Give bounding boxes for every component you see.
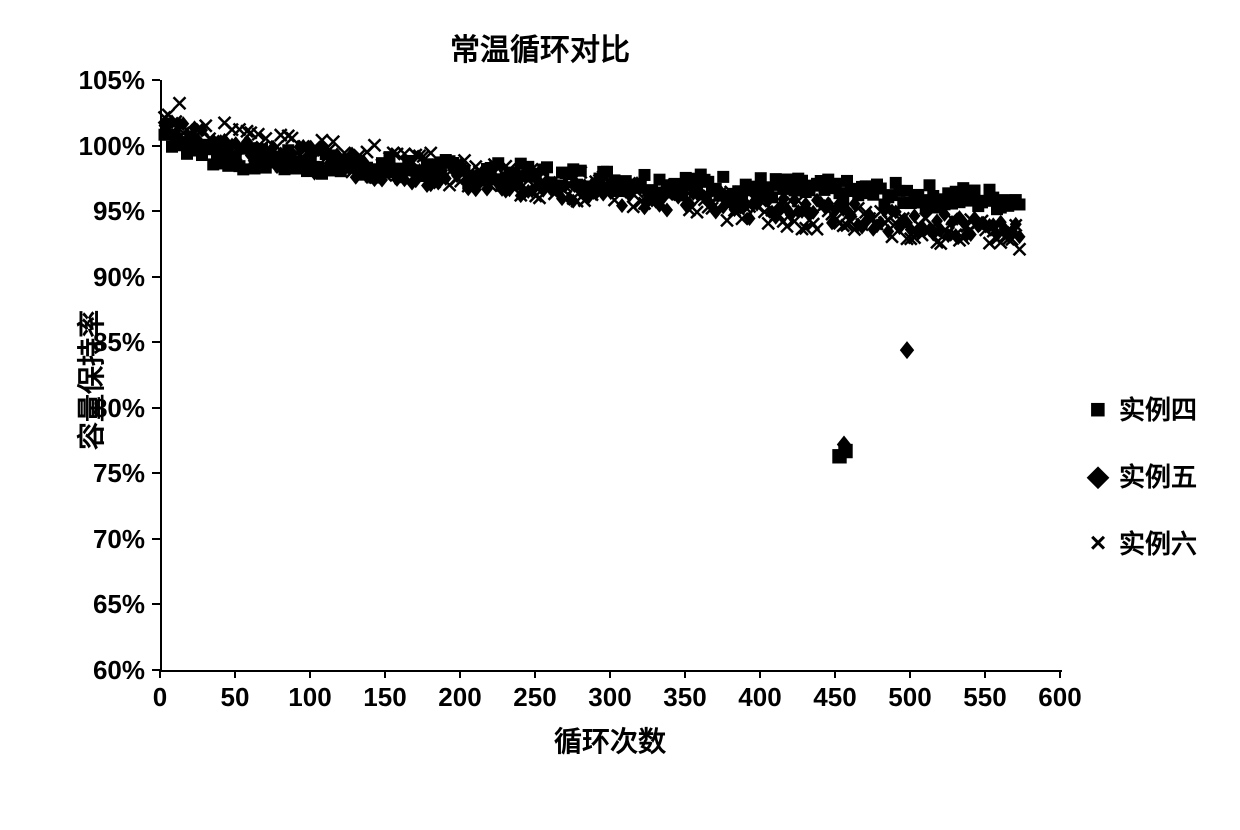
y-tick-mark [152,79,160,81]
y-tick-mark [152,603,160,605]
legend-item: ■实例四 [1085,390,1197,427]
data-point-outlier [900,341,914,359]
x-tick-mark [984,670,986,678]
x-tick-mark [384,670,386,678]
x-tick-mark [909,670,911,678]
y-tick-label: 95% [65,196,145,227]
y-tick-label: 75% [65,458,145,489]
x-tick-label: 500 [880,682,940,713]
legend-label: 实例四 [1119,390,1197,427]
legend-label: 实例六 [1119,524,1197,561]
legend-item: ◆实例五 [1085,457,1197,494]
data-point [1014,198,1026,210]
x-tick-label: 250 [505,682,565,713]
data-point [811,223,823,235]
square-icon: ■ [1085,393,1111,425]
data-point [237,163,249,175]
x-tick-mark [534,670,536,678]
x-tick-label: 400 [730,682,790,713]
y-tick-label: 80% [65,393,145,424]
y-tick-label: 90% [65,262,145,293]
diamond-icon: ◆ [1085,459,1111,492]
x-tick-label: 50 [205,682,265,713]
y-tick-mark [152,407,160,409]
y-tick-label: 70% [65,524,145,555]
x-tick-mark [834,670,836,678]
x-tick-label: 0 [130,682,190,713]
x-tick-label: 550 [955,682,1015,713]
y-tick-mark [152,341,160,343]
x-tick-mark [459,670,461,678]
y-tick-mark [152,145,160,147]
data-point [639,169,651,181]
legend-label: 实例五 [1119,457,1197,494]
data-point [174,97,186,109]
data-point [924,179,936,191]
data-point [616,198,628,213]
x-tick-label: 200 [430,682,490,713]
x-tick-mark [759,670,761,678]
data-point [969,185,981,197]
chart-container: 常温循环对比 容量保持率 循环次数 ■实例四◆实例五×实例六 60%65%70%… [0,0,1240,830]
data-point [1014,243,1026,255]
y-tick-mark [152,276,160,278]
data-point [721,214,733,226]
data-point [369,139,381,151]
x-tick-mark [684,670,686,678]
x-tick-mark [1059,670,1061,678]
y-tick-label: 100% [65,131,145,162]
y-tick-label: 105% [65,65,145,96]
x-tick-label: 300 [580,682,640,713]
y-tick-mark [152,210,160,212]
y-tick-mark [152,538,160,540]
x-tick-mark [159,670,161,678]
x-tick-label: 100 [280,682,340,713]
y-tick-label: 65% [65,589,145,620]
legend-item: ×实例六 [1085,524,1197,561]
cross-icon: × [1085,527,1111,559]
legend: ■实例四◆实例五×实例六 [1085,390,1197,591]
x-tick-label: 350 [655,682,715,713]
x-tick-label: 450 [805,682,865,713]
y-tick-label: 85% [65,327,145,358]
data-point [781,220,793,232]
data-point [627,201,639,213]
x-axis-label: 循环次数 [160,720,1060,760]
x-tick-mark [309,670,311,678]
data-point [717,171,729,183]
y-tick-mark [152,472,160,474]
x-tick-mark [234,670,236,678]
x-tick-mark [609,670,611,678]
x-tick-label: 150 [355,682,415,713]
data-point [286,132,298,144]
x-tick-label: 600 [1030,682,1090,713]
data-point [901,185,913,197]
